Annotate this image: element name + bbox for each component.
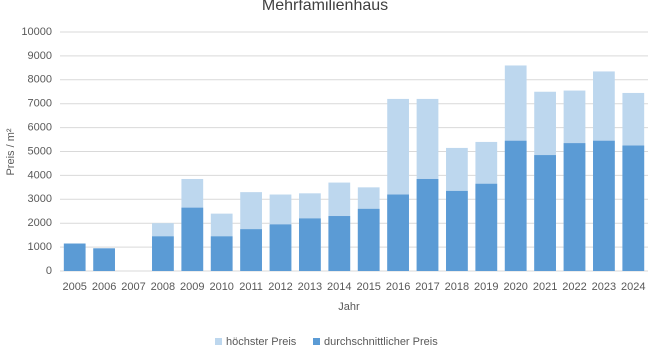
y-tick-label: 6000 bbox=[28, 122, 52, 134]
bar bbox=[269, 224, 292, 271]
y-tick-label: 7000 bbox=[28, 98, 52, 110]
bar bbox=[240, 229, 262, 271]
x-tick-label: 2024 bbox=[621, 281, 645, 293]
bar bbox=[622, 145, 645, 271]
x-tick-label: 2023 bbox=[592, 281, 616, 293]
y-tick-label: 3000 bbox=[28, 193, 52, 205]
x-tick-label: 2021 bbox=[533, 281, 557, 293]
x-tick-label: 2014 bbox=[327, 281, 351, 293]
x-tick-label: 2016 bbox=[386, 281, 410, 293]
x-tick-label: 2019 bbox=[474, 281, 498, 293]
legend-swatch bbox=[313, 338, 320, 345]
x-tick-label: 2018 bbox=[445, 281, 469, 293]
x-tick-label: 2008 bbox=[151, 281, 175, 293]
bar bbox=[210, 236, 233, 271]
x-tick-label: 2012 bbox=[268, 281, 292, 293]
x-tick-label: 2010 bbox=[209, 281, 233, 293]
y-tick-label: 2000 bbox=[28, 217, 52, 229]
x-axis-label: Jahr bbox=[338, 301, 360, 313]
bar bbox=[63, 243, 86, 271]
x-tick-label: 2009 bbox=[180, 281, 204, 293]
y-tick-label: 1000 bbox=[28, 241, 52, 253]
bar bbox=[534, 155, 556, 271]
y-tick-label: 9000 bbox=[28, 50, 52, 62]
bar bbox=[593, 140, 615, 271]
bar bbox=[475, 183, 498, 271]
x-tick-label: 2006 bbox=[92, 281, 116, 293]
bar bbox=[446, 190, 468, 271]
legend-label: höchster Preis bbox=[226, 336, 297, 348]
y-tick-label: 0 bbox=[46, 265, 52, 277]
x-tick-label: 2020 bbox=[503, 281, 527, 293]
x-tick-label: 2005 bbox=[62, 281, 86, 293]
legend-label: durchschnittlicher Preis bbox=[324, 336, 438, 348]
x-tick-label: 2011 bbox=[239, 281, 263, 293]
bar bbox=[152, 236, 174, 271]
y-tick-label: 5000 bbox=[28, 145, 52, 157]
x-tick-label: 2017 bbox=[415, 281, 439, 293]
bar bbox=[416, 178, 439, 271]
bar bbox=[328, 216, 351, 271]
bar bbox=[563, 143, 586, 271]
x-tick-label: 2022 bbox=[562, 281, 586, 293]
chart-title: Mehrfamilienhaus bbox=[262, 0, 388, 14]
bar bbox=[504, 140, 527, 271]
bar bbox=[357, 208, 380, 271]
bar bbox=[387, 194, 409, 271]
x-tick-label: 2007 bbox=[121, 281, 145, 293]
x-tick-label: 2013 bbox=[298, 281, 322, 293]
legend-swatch bbox=[215, 338, 222, 345]
y-tick-label: 10000 bbox=[21, 26, 52, 38]
y-axis-label: Preis / m² bbox=[5, 128, 17, 175]
y-tick-label: 4000 bbox=[28, 169, 52, 181]
x-tick-label: 2015 bbox=[356, 281, 380, 293]
bar bbox=[181, 207, 204, 271]
bar bbox=[299, 218, 321, 271]
y-tick-label: 8000 bbox=[28, 74, 52, 86]
bar bbox=[93, 248, 115, 271]
